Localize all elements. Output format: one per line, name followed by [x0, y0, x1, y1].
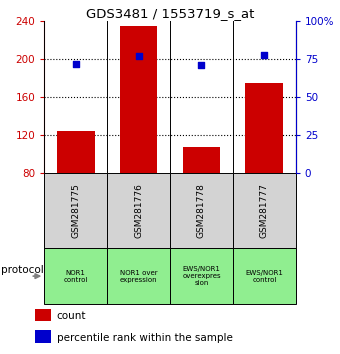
Point: [73, 61, 78, 67]
Text: protocol: protocol: [1, 266, 44, 275]
Bar: [170, 248, 233, 304]
Title: GDS3481 / 1553719_s_at: GDS3481 / 1553719_s_at: [86, 7, 254, 20]
Text: GSM281777: GSM281777: [260, 183, 269, 238]
Text: percentile rank within the sample: percentile rank within the sample: [57, 332, 233, 343]
Text: GSM281776: GSM281776: [134, 183, 143, 238]
Bar: [44, 248, 107, 304]
Bar: [245, 83, 283, 173]
Bar: [120, 26, 157, 173]
Text: count: count: [57, 311, 86, 321]
Bar: [233, 248, 296, 304]
Bar: [57, 131, 95, 173]
Text: NOR1
control: NOR1 control: [64, 270, 88, 282]
Bar: [35, 330, 51, 343]
Bar: [107, 248, 170, 304]
Text: NOR1 over
expression: NOR1 over expression: [120, 270, 157, 282]
Point: [262, 52, 267, 58]
Bar: [35, 309, 51, 321]
Point: [136, 53, 141, 59]
Bar: [233, 173, 296, 248]
Bar: [107, 173, 170, 248]
Bar: [183, 147, 220, 173]
Text: EWS/NOR1
overexpres
sion: EWS/NOR1 overexpres sion: [182, 266, 221, 286]
Bar: [170, 173, 233, 248]
Text: EWS/NOR1
control: EWS/NOR1 control: [245, 270, 283, 282]
Point: [199, 63, 204, 68]
Text: GSM281775: GSM281775: [71, 183, 80, 238]
Bar: [44, 173, 107, 248]
Text: GSM281778: GSM281778: [197, 183, 206, 238]
